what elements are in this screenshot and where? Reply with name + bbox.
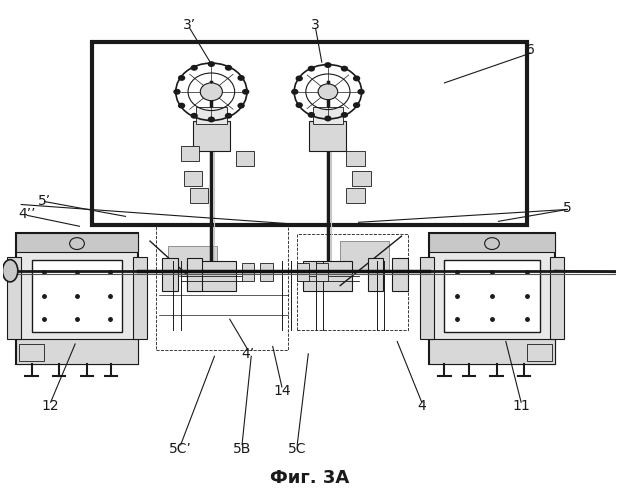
Bar [429, 232, 555, 364]
Bar [92, 42, 527, 226]
Bar [187, 261, 236, 290]
Text: 5: 5 [563, 201, 571, 215]
Text: 4: 4 [417, 399, 426, 413]
Circle shape [295, 76, 303, 82]
Circle shape [341, 112, 348, 118]
Bar [190, 188, 208, 203]
Bar [196, 106, 227, 124]
Bar [156, 226, 288, 350]
Bar [429, 232, 555, 252]
Text: Фиг. 3А: Фиг. 3А [270, 470, 349, 488]
Text: 5C: 5C [288, 442, 306, 456]
Circle shape [242, 89, 249, 94]
Ellipse shape [2, 260, 18, 282]
Circle shape [173, 89, 181, 94]
Bar [16, 232, 138, 364]
Bar [368, 258, 383, 290]
Circle shape [318, 84, 338, 100]
Bar [236, 151, 254, 166]
Circle shape [324, 62, 332, 68]
Polygon shape [168, 246, 217, 276]
Circle shape [353, 76, 360, 82]
Text: 11: 11 [513, 399, 530, 413]
Circle shape [308, 112, 315, 118]
Circle shape [308, 66, 315, 71]
Bar [16, 339, 138, 363]
Bar [346, 151, 365, 166]
Circle shape [295, 102, 303, 108]
Circle shape [291, 89, 298, 94]
Bar [261, 264, 273, 280]
Bar [527, 344, 552, 361]
Circle shape [178, 102, 185, 108]
Circle shape [201, 83, 222, 100]
Bar [550, 258, 564, 339]
Text: 5C’: 5C’ [169, 442, 192, 456]
Text: 4’: 4’ [241, 347, 254, 361]
Bar [7, 258, 21, 339]
Bar [352, 171, 371, 186]
Circle shape [191, 65, 198, 71]
Bar [392, 258, 408, 290]
Bar [444, 260, 540, 332]
Text: 5B: 5B [233, 442, 251, 456]
Text: 14: 14 [273, 384, 291, 398]
Circle shape [324, 116, 332, 121]
Text: 6: 6 [526, 43, 535, 57]
Circle shape [357, 89, 365, 94]
Bar [193, 122, 230, 151]
Bar [181, 146, 199, 161]
Text: 3’: 3’ [183, 18, 196, 32]
Bar [420, 258, 434, 339]
Circle shape [341, 66, 348, 71]
Bar [184, 171, 202, 186]
Bar [242, 264, 254, 280]
Text: 5’: 5’ [38, 194, 51, 207]
Circle shape [207, 116, 215, 122]
Text: 4’’: 4’’ [19, 208, 36, 222]
Bar [187, 258, 202, 290]
Circle shape [238, 102, 245, 108]
Bar [19, 344, 44, 361]
Text: 3: 3 [311, 18, 320, 32]
Bar [16, 232, 138, 252]
Circle shape [238, 75, 245, 81]
Circle shape [191, 113, 198, 118]
Bar [310, 122, 346, 151]
Bar [429, 339, 555, 363]
Bar [303, 261, 352, 290]
Bar [162, 258, 178, 290]
Circle shape [178, 75, 185, 81]
Bar [133, 258, 147, 339]
Bar [316, 264, 328, 280]
Bar [32, 260, 123, 332]
Bar [346, 188, 365, 203]
Circle shape [207, 61, 215, 67]
Bar [313, 106, 344, 124]
Bar [297, 264, 310, 280]
Bar [297, 234, 408, 330]
Circle shape [353, 102, 360, 108]
Text: 12: 12 [42, 399, 59, 413]
Circle shape [225, 65, 232, 71]
Circle shape [225, 113, 232, 118]
Polygon shape [340, 241, 389, 271]
